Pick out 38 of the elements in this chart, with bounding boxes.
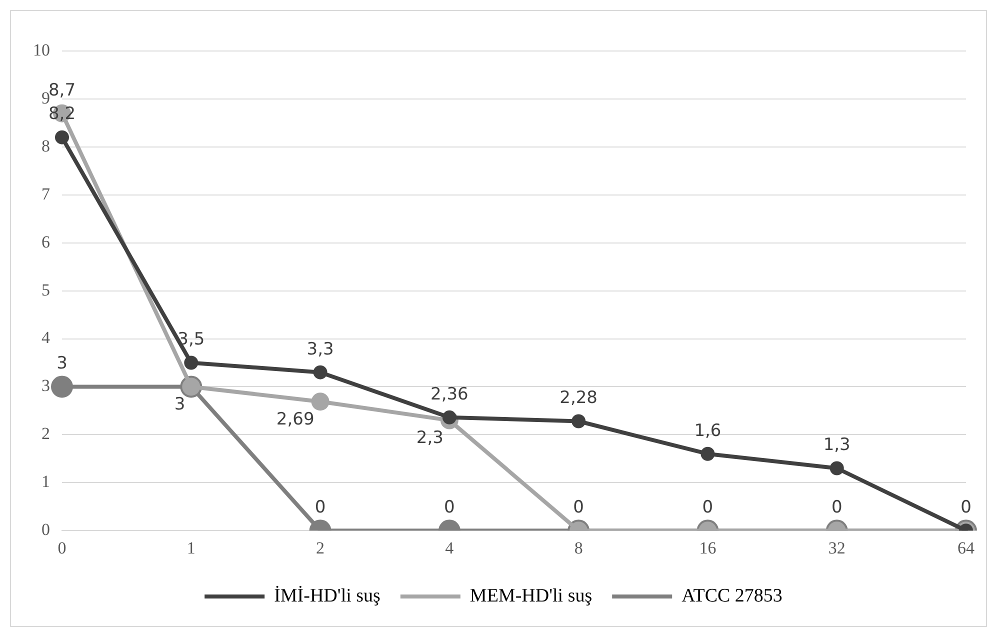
y-tick-label: 10 xyxy=(33,40,50,60)
data-label: 8,7 xyxy=(48,80,76,100)
y-tick-label: 0 xyxy=(42,520,50,540)
y-tick-label: 6 xyxy=(42,232,50,252)
legend-label: ATCC 27853 xyxy=(682,585,782,606)
legend-label: İMİ-HD'li suş xyxy=(274,585,380,606)
x-tick-label: 8 xyxy=(574,538,583,558)
data-label: 3 xyxy=(174,394,186,415)
x-tick-label: 0 xyxy=(58,538,66,558)
y-tick-label: 2 xyxy=(42,424,50,444)
legend-label: MEM-HD'li suş xyxy=(470,585,592,606)
y-tick-label: 1 xyxy=(42,472,50,492)
x-tick-label: 32 xyxy=(828,538,846,558)
x-tick-label: 1 xyxy=(186,538,196,558)
data-label: 3,3 xyxy=(306,339,334,360)
data-label: 2,69 xyxy=(276,410,314,430)
y-tick-label: 5 xyxy=(42,280,50,300)
data-label: 1,3 xyxy=(823,435,850,456)
data-label: 1,6 xyxy=(694,420,722,441)
y-tick-label: 3 xyxy=(42,376,50,396)
data-label: 3 xyxy=(56,354,68,374)
y-tick-label: 4 xyxy=(42,328,50,348)
data-label: 0 xyxy=(573,498,584,518)
y-tick-label: 9 xyxy=(42,88,50,108)
x-tick-label: 16 xyxy=(699,538,716,558)
data-label: 2,28 xyxy=(560,388,598,408)
data-label: 0 xyxy=(444,498,455,518)
data-label: 2,3 xyxy=(416,428,444,448)
data-label: 0 xyxy=(702,498,714,518)
x-tick-label: 4 xyxy=(445,538,454,558)
x-tick-label: 2 xyxy=(316,538,325,558)
data-label: 2,36 xyxy=(430,384,468,404)
x-tick-label: 64 xyxy=(958,538,975,558)
data-label: 0 xyxy=(314,498,326,518)
y-tick-label: 8 xyxy=(42,136,50,156)
data-label: 0 xyxy=(831,498,842,518)
data-label: 0 xyxy=(960,498,972,518)
y-tick-label: 7 xyxy=(42,184,50,204)
